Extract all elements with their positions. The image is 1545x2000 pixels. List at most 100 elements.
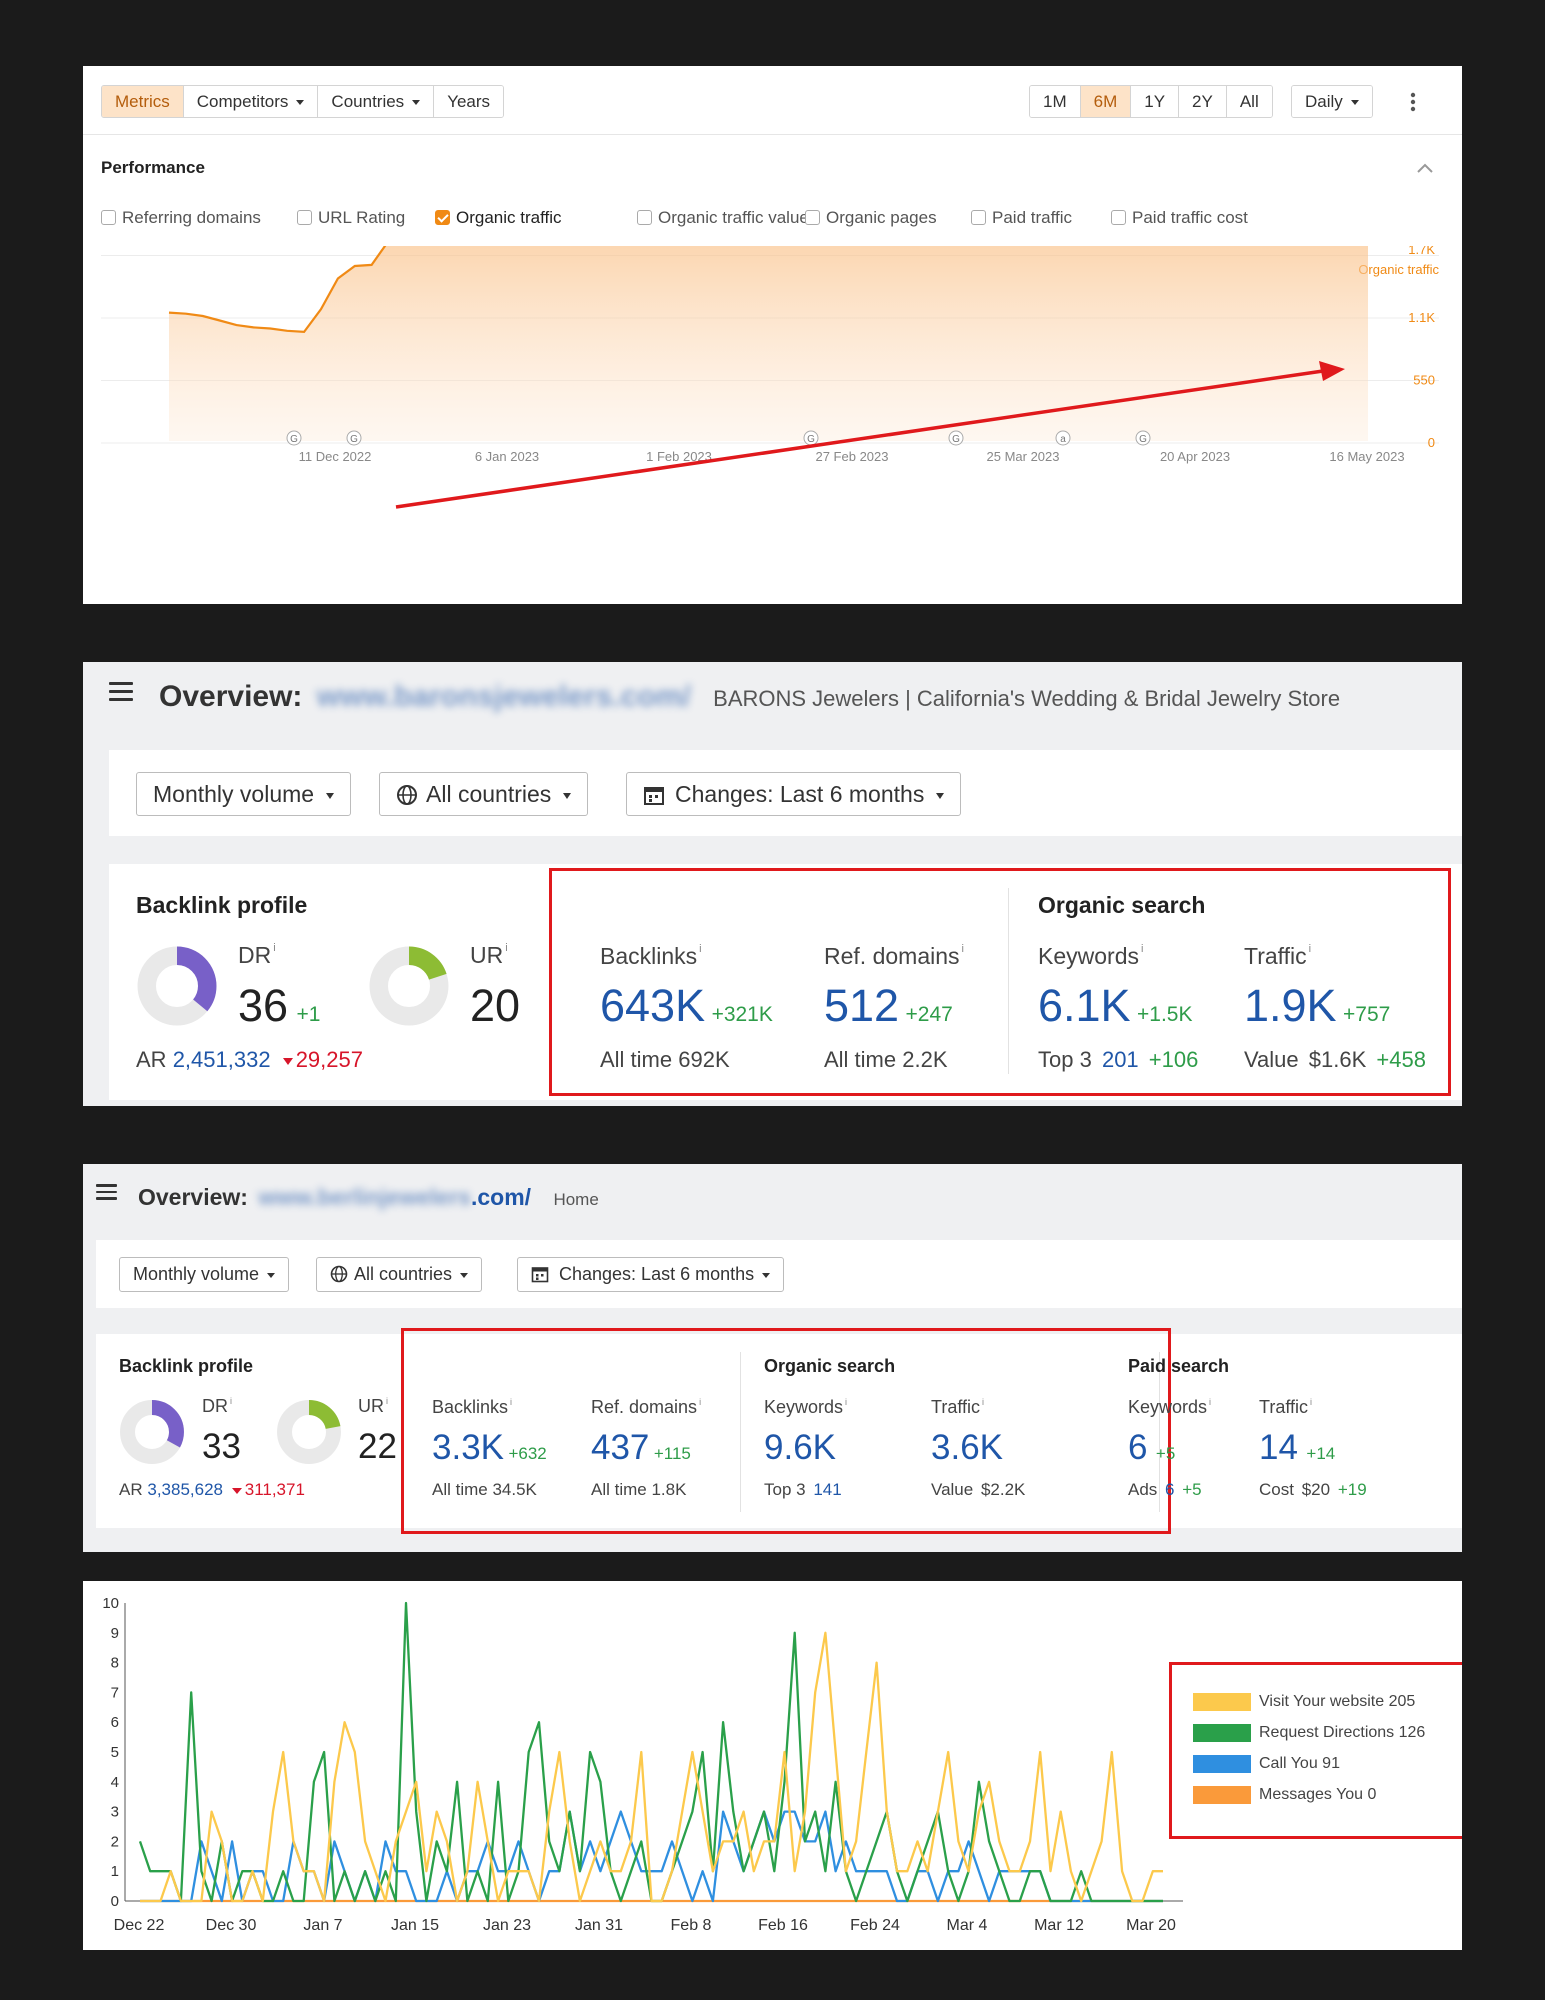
legend-total: 0 bbox=[1363, 1786, 1377, 1804]
refdomains-value[interactable]: 512 +247 bbox=[824, 980, 953, 1031]
legend-label: Call You bbox=[1259, 1755, 1318, 1773]
ur-donut bbox=[277, 1400, 341, 1464]
metric-label: Paid traffic cost bbox=[1132, 208, 1248, 227]
menu-icon[interactable] bbox=[109, 682, 133, 706]
keywords-value[interactable]: 6.1K +1.5K bbox=[1038, 980, 1193, 1031]
keywords-value[interactable]: 9.6K bbox=[764, 1428, 836, 1467]
legend-item: Visit Your website 205 bbox=[1193, 1693, 1425, 1724]
chevron-down-icon bbox=[412, 100, 421, 106]
dr-label: DR i bbox=[238, 942, 276, 968]
volume-dropdown[interactable]: Monthly volume bbox=[119, 1257, 290, 1292]
chart-legend: Visit Your website 205 Request Directions… bbox=[1193, 1693, 1425, 1817]
paid-traffic-value[interactable]: 14 +14 bbox=[1259, 1428, 1336, 1467]
countries-dropdown[interactable]: All countries bbox=[379, 772, 589, 816]
range-2y[interactable]: 2Y bbox=[1179, 86, 1227, 117]
volume-dropdown[interactable]: Monthly volume bbox=[136, 772, 352, 816]
metric-checkbox[interactable]: Organic traffic value bbox=[637, 208, 809, 228]
ur-donut bbox=[369, 946, 449, 1026]
y-tick-label: 9 bbox=[111, 1625, 119, 1642]
metric-checkbox[interactable]: URL Rating bbox=[297, 208, 405, 228]
legend-swatch bbox=[1193, 1755, 1251, 1773]
countries-dropdown[interactable]: All countries bbox=[316, 1257, 483, 1292]
collapse-icon[interactable] bbox=[1417, 160, 1433, 178]
dr-value: 33 bbox=[202, 1427, 241, 1466]
x-tick-label: Dec 30 bbox=[206, 1917, 257, 1934]
changes-dropdown[interactable]: Changes: Last 6 months bbox=[626, 772, 962, 816]
metric-checkbox[interactable]: Referring domains bbox=[101, 208, 261, 228]
section-title: Performance bbox=[101, 158, 205, 177]
checkbox-icon bbox=[971, 210, 986, 225]
donut-fill bbox=[137, 946, 217, 1026]
legend-total: 91 bbox=[1317, 1755, 1340, 1773]
range-1m[interactable]: 1M bbox=[1030, 86, 1081, 117]
refdomains-value[interactable]: 437 +115 bbox=[591, 1428, 691, 1467]
keywords-label: Keywords i bbox=[1038, 943, 1144, 969]
calendar-icon bbox=[531, 1267, 549, 1283]
more-options-icon[interactable] bbox=[1409, 90, 1417, 114]
y-tick-label: 4 bbox=[111, 1774, 119, 1791]
x-tick-label: Mar 4 bbox=[947, 1917, 988, 1934]
x-tick-label: Jan 23 bbox=[483, 1917, 531, 1934]
metric-checkbox[interactable]: Organic pages bbox=[805, 208, 937, 228]
backlinks-alltime: All time 692K bbox=[600, 1047, 730, 1072]
changes-dropdown[interactable]: Changes: Last 6 months bbox=[517, 1257, 785, 1292]
site-url[interactable]: .com/ bbox=[470, 1184, 532, 1210]
metric-checkbox[interactable]: Paid traffic cost bbox=[1111, 208, 1248, 228]
tab-years[interactable]: Years bbox=[434, 86, 504, 117]
range-1y[interactable]: 1Y bbox=[1131, 86, 1180, 117]
ur-value: 22 bbox=[358, 1427, 397, 1466]
x-tick-label: Feb 16 bbox=[758, 1917, 808, 1934]
interval-dropdown[interactable]: Daily bbox=[1291, 85, 1373, 118]
keywords-top3: Top 3 201 +106 bbox=[1038, 1047, 1199, 1072]
y-tick-label: 6 bbox=[111, 1714, 119, 1731]
annotation-marker bbox=[948, 430, 964, 446]
paid-cost-row: Cost $20 +19 bbox=[1259, 1480, 1367, 1499]
organic-search-title: Organic search bbox=[764, 1356, 896, 1376]
breadcrumb[interactable]: Home bbox=[553, 1190, 599, 1209]
backlinks-label: Backlinks i bbox=[432, 1397, 513, 1417]
site-title: BARONS Jewelers | California's Wedding &… bbox=[713, 686, 1341, 711]
range-all[interactable]: All bbox=[1226, 86, 1272, 117]
chevron-down-icon bbox=[296, 100, 305, 106]
legend-label: Visit Your website bbox=[1259, 1693, 1385, 1711]
ar-row: AR 3,385,628 311,371 bbox=[119, 1480, 305, 1499]
x-tick-label: Feb 8 bbox=[671, 1917, 712, 1934]
x-tick-label: Feb 24 bbox=[850, 1917, 900, 1934]
dr-label: DR i bbox=[202, 1396, 232, 1416]
customer-actions-chart: 0 1 2 3 4 5 6 7 8 9 10 Dec 22 Dec 30 Jan 7 Jan 15 Jan 2… bbox=[102, 1595, 1183, 1934]
x-tick-label: 20 Apr 2023 bbox=[1160, 449, 1230, 464]
traffic-value[interactable]: 3.6K bbox=[931, 1428, 1003, 1467]
annotation-marker bbox=[1055, 430, 1071, 446]
y-tick-label: 0 bbox=[111, 1893, 119, 1910]
backlink-profile-title: Backlink profile bbox=[119, 1356, 254, 1376]
legend-label: Request Directions bbox=[1259, 1724, 1395, 1742]
refdomains-alltime: All time 2.2K bbox=[824, 1047, 948, 1072]
legend-highlight bbox=[1169, 1662, 1462, 1839]
metric-checkbox[interactable]: Paid traffic bbox=[971, 208, 1072, 228]
dr-donut bbox=[120, 1400, 184, 1464]
tab-competitors[interactable]: Competitors bbox=[183, 86, 319, 117]
site-url[interactable]: www.baronsjewelers.com/ bbox=[316, 680, 691, 713]
paid-keywords-label: Keywords i bbox=[1128, 1397, 1212, 1417]
metric-label: Organic pages bbox=[826, 208, 937, 227]
tab-countries[interactable]: Countries bbox=[318, 86, 435, 117]
checkbox-icon bbox=[637, 210, 652, 225]
tab-metrics[interactable]: Metrics bbox=[102, 86, 184, 117]
backlinks-value[interactable]: 643K +321K bbox=[600, 980, 773, 1031]
range-selector: 1M 6M 1Y 2Y All bbox=[1029, 85, 1273, 118]
legend-total: 126 bbox=[1394, 1724, 1426, 1742]
x-tick-label: 6 Jan 2023 bbox=[475, 449, 539, 464]
traffic-value[interactable]: 1.9K +757 bbox=[1244, 980, 1391, 1031]
checkbox-icon bbox=[805, 210, 820, 225]
paid-keywords-value[interactable]: 6 +5 bbox=[1128, 1428, 1176, 1467]
overview-panel-barons: Overview: www.baronsjewelers.com/ BARONS… bbox=[83, 662, 1462, 1106]
range-6m[interactable]: 6M bbox=[1080, 86, 1132, 117]
menu-icon[interactable] bbox=[96, 1184, 117, 1205]
checkbox-icon bbox=[1111, 210, 1126, 225]
site-url-blurred[interactable]: www.berlinjewelers bbox=[258, 1184, 471, 1210]
metric-checkbox[interactable]: Organic traffic bbox=[435, 208, 562, 228]
y-tick-label: 1.1K bbox=[1408, 310, 1435, 325]
checkbox-icon bbox=[435, 210, 450, 225]
calendar-icon bbox=[644, 787, 664, 805]
backlinks-value[interactable]: 3.3K +632 bbox=[432, 1428, 547, 1467]
